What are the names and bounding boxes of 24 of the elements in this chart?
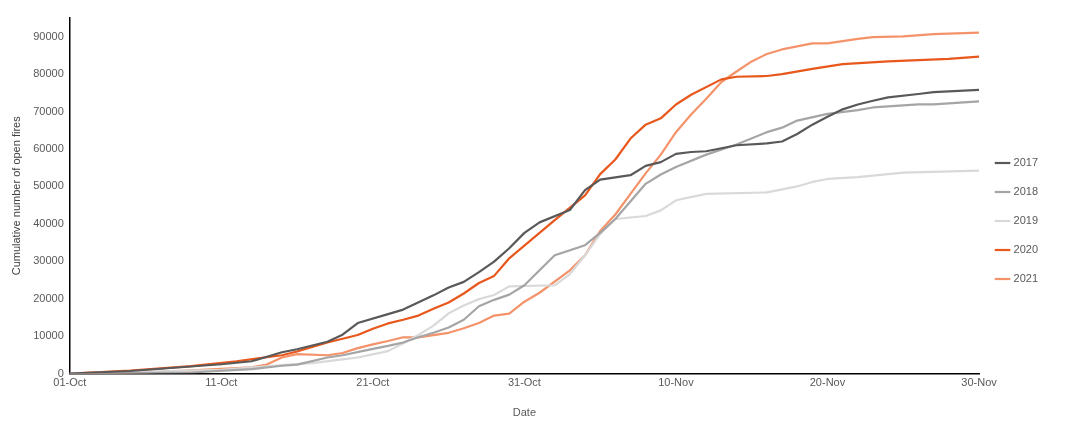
legend-label: 2017 [1013,156,1039,169]
y-tick-label: 50000 [33,179,64,192]
y-tick-label: 70000 [33,104,64,117]
x-tick-label: 20-Nov [809,376,846,389]
x-tick-label: 21-Oct [356,376,390,389]
x-tick-label: 30-Nov [961,376,998,389]
x-axis-title: Date [512,406,537,419]
y-tick-label: 20000 [33,291,64,304]
y-tick-label: 10000 [33,329,64,342]
x-tick-label: 31-Oct [507,376,541,389]
legend-label: 2020 [1013,243,1039,256]
y-tick-label: 80000 [33,67,64,80]
x-tick-label: 11-Oct [205,376,238,389]
y-tick-label: 90000 [33,29,64,42]
y-tick-label: 60000 [33,142,64,155]
y-axis-title: Cumulative number of open fires [9,115,22,276]
y-tick-label: 30000 [33,254,64,267]
x-tick-label: 01-Oct [53,376,87,389]
legend-label: 2021 [1013,272,1039,285]
x-tick-label: 10-Nov [658,376,695,389]
legend-label: 2019 [1013,214,1039,227]
legend-label: 2018 [1013,185,1039,198]
y-tick-label: 0 [57,366,64,379]
y-tick-label: 40000 [33,216,64,229]
